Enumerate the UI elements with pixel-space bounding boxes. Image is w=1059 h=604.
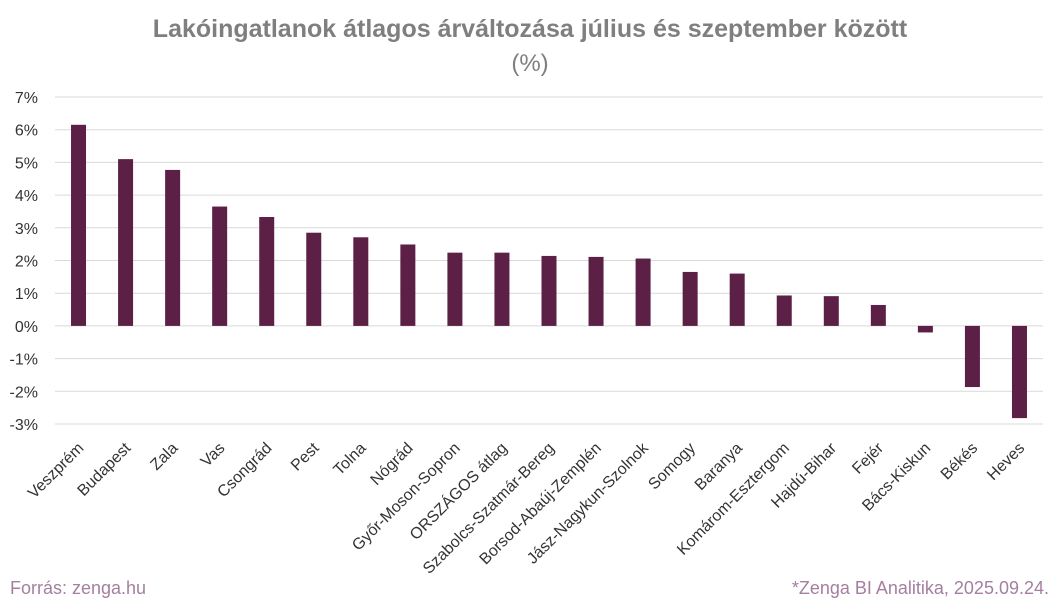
bar	[447, 252, 463, 326]
bar	[306, 232, 322, 326]
bar	[635, 258, 651, 326]
bar	[541, 255, 557, 326]
bars	[71, 124, 1027, 419]
chart-subtitle: (%)	[511, 50, 548, 77]
x-tick-label: Zala	[147, 440, 181, 474]
x-tick-label: Pest	[288, 439, 323, 474]
bar	[823, 296, 839, 326]
bar	[118, 159, 134, 326]
y-tick-label: 5%	[15, 155, 38, 172]
bar	[494, 252, 510, 326]
y-tick-label: 4%	[15, 188, 38, 205]
bar	[71, 124, 87, 326]
y-tick-label: -3%	[10, 417, 38, 434]
y-tick-label: 7%	[15, 90, 38, 107]
x-tick-label: Veszprém	[25, 440, 87, 502]
x-tick-label: Vas	[198, 440, 229, 471]
bar	[588, 256, 604, 326]
x-tick-label: Fejér	[849, 439, 887, 477]
bar	[964, 325, 980, 388]
x-tick-label: Tolna	[331, 440, 370, 479]
credit-note: *Zenga BI Analitika, 2025.09.24.	[792, 578, 1049, 598]
source-note: Forrás: zenga.hu	[10, 578, 146, 598]
x-tick-label: Somogy	[645, 440, 699, 494]
bar	[165, 169, 181, 326]
y-tick-label: 3%	[15, 221, 38, 238]
bar	[400, 244, 416, 326]
bar	[353, 237, 369, 326]
x-tick-label: Heves	[984, 440, 1028, 484]
bar	[870, 304, 886, 326]
y-tick-label: -2%	[10, 384, 38, 401]
bar	[729, 273, 745, 326]
y-tick-label: 6%	[15, 123, 38, 140]
bar	[682, 271, 698, 326]
y-tick-label: 1%	[15, 286, 38, 303]
bar	[259, 217, 275, 326]
y-tick-label: 2%	[15, 254, 38, 271]
bar	[917, 325, 933, 333]
y-axis-ticks: 7% 6% 5% 4% 3% 2% 1% 0% -1% -2% -3%	[10, 90, 38, 434]
bar	[776, 295, 792, 326]
bar	[212, 206, 228, 326]
bar	[1011, 325, 1027, 419]
x-tick-label: Békés	[938, 440, 981, 483]
y-tick-label: 0%	[15, 319, 38, 336]
chart-title: Lakóingatlanok átlagos árváltozása júliu…	[153, 15, 908, 43]
y-tick-label: -1%	[10, 352, 38, 369]
